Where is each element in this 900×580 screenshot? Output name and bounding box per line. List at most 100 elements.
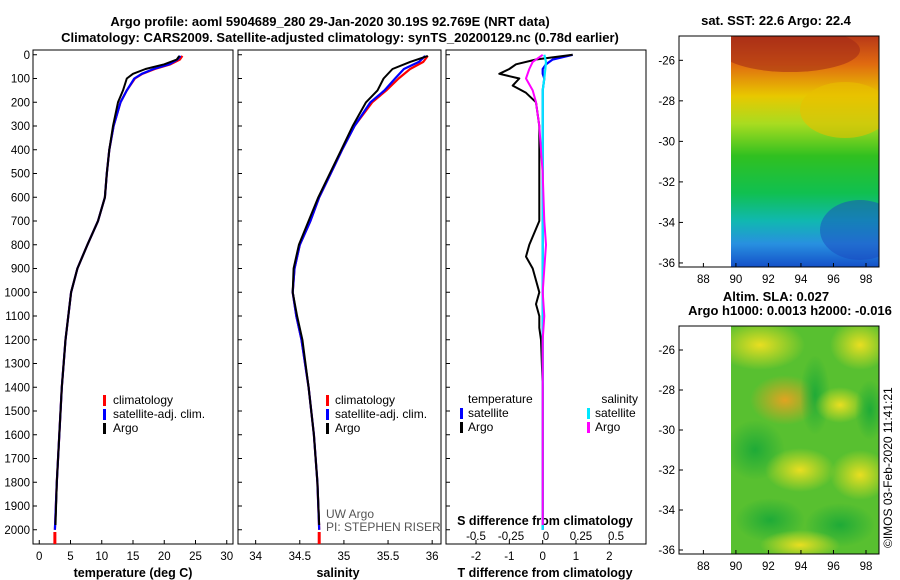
depth-tick-label: 800: [11, 240, 30, 252]
lat-tick-label: -36: [658, 545, 675, 557]
legend-marker-satellite: [103, 409, 106, 420]
x-tick-label: 2: [606, 551, 612, 563]
profile-line-temperature-satellite: [541, 53, 573, 530]
lat-tick-label: -28: [658, 385, 675, 397]
depth-tick-label: 1700: [4, 454, 30, 466]
x-tick-label: 36: [426, 551, 439, 563]
bottom-climatology-marker: [53, 532, 57, 544]
legend-label-argo: Argo: [335, 421, 361, 435]
profile-line-satellite-adj-clim-: [53, 55, 182, 530]
legend-marker-argo: [326, 423, 329, 434]
lon-tick-label: 96: [827, 561, 840, 573]
profile-line-climatology: [291, 55, 429, 530]
profile-line-salinity-argo: [525, 53, 547, 525]
legend-marker-argo: [103, 423, 106, 434]
profile-line-argo: [54, 55, 181, 526]
x-tick-label: 30: [220, 551, 233, 563]
sst-cool-patch: [820, 200, 879, 260]
legend-label-climatology: climatology: [113, 393, 173, 407]
s-diff-tick-label: -0.5: [466, 531, 486, 543]
legend-label-satellite: satellite-adj. clim.: [335, 407, 427, 421]
x-tick-label: 0: [539, 551, 545, 563]
sla-blob: [830, 450, 879, 500]
lon-tick-label: 92: [762, 561, 775, 573]
profile-line-temperature-argo: [498, 53, 573, 525]
legend-marker-temp-satellite: [460, 408, 463, 419]
s-difference-axis-label: S difference from climatology: [457, 514, 633, 528]
x-tick-label: 20: [158, 551, 171, 563]
lon-tick-label: 90: [730, 274, 743, 286]
lon-tick-label: 90: [730, 561, 743, 573]
legend-head-temperature: temperature: [468, 392, 533, 406]
lon-tick-label: 94: [795, 274, 808, 286]
legend-marker-temp-argo: [460, 422, 463, 433]
depth-tick-label: 700: [11, 216, 30, 228]
s-difference-x-ticks: -0.5 -0.25 0 0.25 0.5: [466, 531, 624, 543]
lat-tick-label: -26: [658, 55, 675, 67]
sla-map-ticks: -26 -28 -30 -32 -34 -36 88 90 92 94 96 98: [658, 345, 872, 573]
depth-tick-label: 300: [11, 121, 30, 133]
temperature-panel: 0100200300400500600700800900100011001200…: [4, 49, 234, 580]
lon-tick-label: 96: [827, 274, 840, 286]
x-tick-label: 34.5: [289, 551, 311, 563]
legend-marker-satellite: [326, 409, 329, 420]
sla-blob: [855, 380, 879, 440]
legend-label-temp-satellite: satellite: [468, 406, 509, 420]
x-tick-label: 34: [249, 551, 262, 563]
lat-tick-label: -36: [658, 258, 675, 270]
sla-blob: [830, 326, 879, 370]
depth-tick-label: 1300: [4, 359, 30, 371]
lat-tick-label: -34: [658, 505, 675, 517]
depth-tick-label: 900: [11, 264, 30, 276]
x-tick-label: -2: [471, 551, 481, 563]
difference-plot-frame: [445, 49, 647, 545]
salinity-x-ticks: 34 34.5 35 35.5 36: [238, 54, 439, 563]
x-tick-label: 10: [95, 551, 108, 563]
legend-marker-sal-argo: [587, 422, 590, 433]
lat-tick-label: -28: [658, 96, 675, 108]
legend-marker-climatology: [103, 395, 106, 406]
lat-tick-label: -30: [658, 425, 675, 437]
salinity-axis-label: salinity: [316, 566, 359, 580]
x-tick-label: 25: [189, 551, 202, 563]
lon-tick-label: 88: [697, 561, 710, 573]
sla-map-title-line2: Argo h1000: 0.0013 h2000: -0.016: [688, 303, 892, 318]
difference-profile-lines: [498, 53, 573, 530]
depth-tick-label: 400: [11, 145, 30, 157]
s-diff-tick-label: 0: [543, 531, 549, 543]
sla-map-frame: [678, 325, 880, 555]
lat-tick-label: -26: [658, 345, 675, 357]
depth-tick-label: 1400: [4, 382, 30, 394]
depth-tick-labels: 0 100 200 300 400 500 600 700 800 900 1000 1100 1200…: [4, 50, 30, 537]
credit-line-2: PI: STEPHEN RISER: [326, 520, 441, 534]
legend-label-sal-argo: Argo: [595, 420, 621, 434]
sst-heatmap: [731, 36, 879, 267]
depth-tick-label: 1800: [4, 477, 30, 489]
x-tick-label: 5: [67, 551, 73, 563]
temperature-axis-label: temperature (deg C): [74, 566, 193, 580]
legend-label-temp-argo: Argo: [468, 420, 494, 434]
sst-warm-patch: [731, 36, 860, 72]
depth-tick-label: 200: [11, 97, 30, 109]
profile-line-argo: [291, 54, 429, 526]
difference-panel: -2 -1 0 1 2 T difference from climatology S …: [445, 49, 647, 580]
salinity-plot-frame: [237, 49, 442, 545]
salinity-panel: 34 34.5 35 35.5 36 salinity climatology sate…: [237, 49, 442, 580]
timestamp-credit: ©IMOS 03-Feb-2020 11:41:21: [881, 387, 895, 548]
legend-marker-sal-satellite: [587, 408, 590, 419]
figure-title-line1: Argo profile: aoml 5904689_280 29-Jan-20…: [110, 14, 549, 29]
sla-blob: [815, 387, 865, 423]
depth-tick-label: 1500: [4, 406, 30, 418]
sla-map-title-line1: Altim. SLA: 0.027: [723, 289, 829, 304]
sla-blob: [731, 326, 805, 370]
legend-label-climatology: climatology: [335, 393, 395, 407]
profile-line-satellite-adj-clim-: [291, 55, 426, 530]
lon-tick-label: 98: [860, 274, 873, 286]
lon-tick-label: 92: [762, 274, 775, 286]
salinity-profile-lines: [291, 54, 429, 544]
sla-blob: [760, 530, 840, 554]
depth-tick-label: 600: [11, 192, 30, 204]
sst-map-frame: [678, 35, 880, 268]
s-diff-tick-label: -0.25: [498, 531, 524, 543]
salinity-legend: climatology satellite-adj. clim. Argo: [326, 393, 427, 435]
